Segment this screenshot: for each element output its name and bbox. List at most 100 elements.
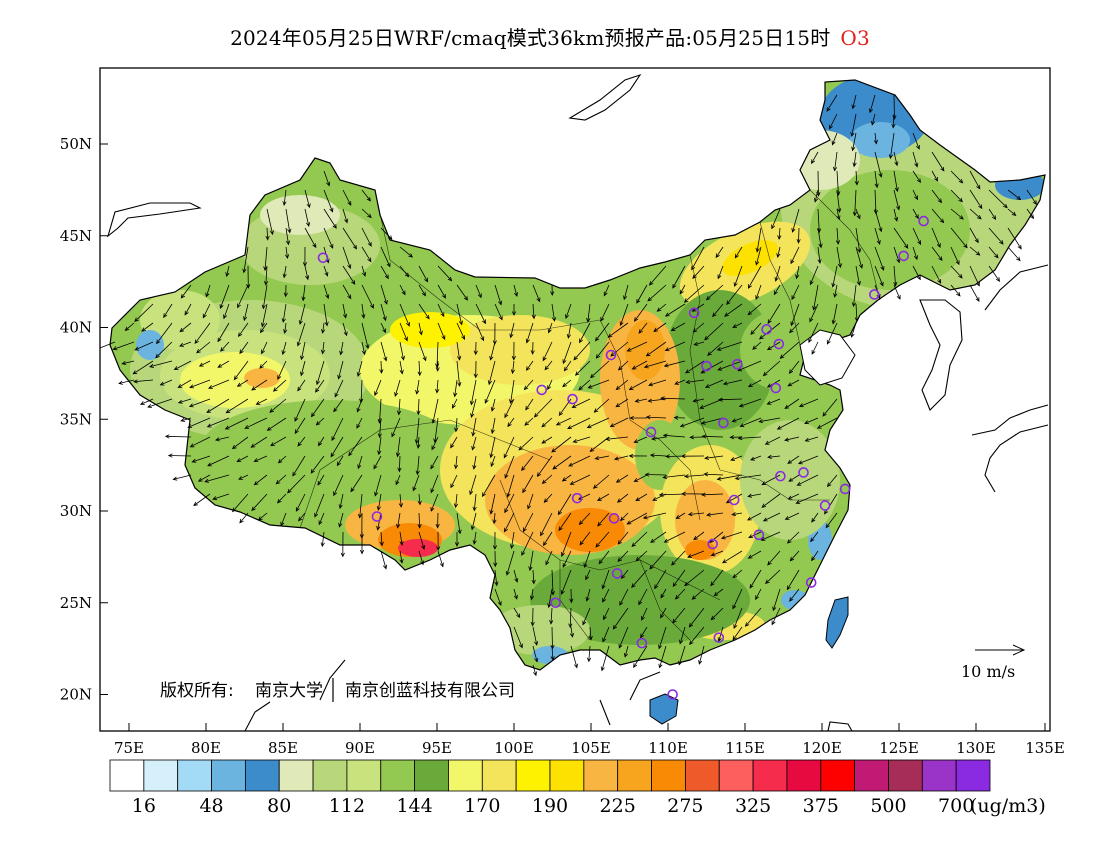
wind-arrow (912, 246, 918, 261)
wind-arrow (744, 607, 762, 627)
wind-arrow (510, 360, 515, 375)
wind-arrow (377, 417, 382, 439)
wind-arrow (531, 303, 536, 320)
wind-arrow (826, 94, 838, 112)
wind-arrow (660, 396, 686, 401)
wind-arrow (513, 588, 518, 600)
wind-arrow (302, 246, 308, 267)
wind-arrow (811, 341, 819, 355)
wind-arrow (912, 265, 921, 281)
wind-arrow (653, 322, 667, 333)
wind-arrow (931, 170, 939, 182)
wind-arrow (816, 417, 838, 429)
wind-arrow (134, 303, 154, 323)
wind-arrow (633, 436, 648, 443)
wind-arrow (318, 512, 325, 526)
wind-arrow (786, 531, 800, 544)
wind-arrow (732, 322, 743, 328)
wind-arrow (767, 550, 781, 566)
city-station-marker (701, 360, 712, 372)
wind-arrow (582, 607, 591, 626)
wind-arrow (811, 512, 819, 523)
wind-arrow (568, 455, 591, 467)
wind-arrow (437, 550, 444, 568)
wind-arrow (315, 360, 325, 386)
wind-arrow (672, 607, 686, 624)
wind-arrow (758, 417, 781, 424)
wind-arrow (287, 474, 306, 494)
wind-arrow (734, 474, 762, 481)
colorbar-swatch (684, 759, 720, 792)
colorbar-swatch (448, 759, 483, 792)
wind-arrow (239, 341, 249, 355)
wind-arrow (453, 455, 459, 470)
wind-arrow (912, 227, 921, 246)
wind-arrow (592, 474, 610, 489)
wind-arrow (654, 569, 667, 590)
wind-arrow (698, 645, 705, 665)
wind-arrow (435, 341, 440, 369)
wind-arrow (931, 189, 943, 204)
wind-arrow (435, 360, 440, 372)
city-station-marker (707, 538, 718, 550)
city-station-marker (753, 529, 765, 541)
wind-arrow (572, 436, 591, 443)
wind-arrow (620, 512, 629, 522)
wind-arrow (297, 379, 306, 392)
wind-arrow (670, 322, 686, 332)
wind-arrow (579, 531, 591, 546)
wind-arrow (874, 246, 885, 271)
wind-arrow (615, 379, 629, 391)
wind-arrow (645, 341, 667, 357)
colorbar-swatch (651, 759, 686, 792)
wind-arrow (950, 170, 964, 184)
wind-arrow (342, 322, 348, 337)
wind-reference: 10 m/s (961, 644, 1026, 681)
wind-arrow (361, 303, 366, 319)
wind-arrow (208, 379, 230, 389)
taiwan-island (825, 596, 849, 649)
wind-arrow (710, 607, 724, 621)
wind-arrow (684, 569, 705, 587)
wind-arrow (609, 417, 629, 427)
wind-arrow (703, 472, 724, 477)
wind-arrow (266, 208, 274, 236)
wind-arrow (638, 322, 648, 334)
wind-arrow (836, 208, 841, 221)
wind-arrow (317, 436, 325, 447)
wind-arrow (851, 94, 857, 110)
wind-arrow (826, 474, 838, 488)
wind-arrow (453, 379, 458, 398)
wind-arrow (300, 341, 306, 361)
wind-arrow (379, 360, 384, 374)
wind-arrow (217, 322, 230, 343)
colorbar-unit: (ug/m3) (970, 795, 1046, 817)
wind-arrow (281, 341, 287, 356)
wind-arrow (950, 284, 961, 297)
wind-arrow (310, 398, 325, 418)
wind-arrow (418, 322, 423, 336)
wind-arrow (179, 322, 192, 333)
wind-arrow (338, 512, 344, 528)
wind-arrow (648, 379, 667, 387)
wind-arrow (236, 455, 249, 463)
wind-arrow (700, 492, 724, 497)
wind-arrow (418, 303, 430, 320)
colorbar-swatch (820, 759, 856, 792)
wind-arrow (275, 474, 287, 485)
colorbar-swatch (481, 759, 517, 792)
wind-arrow (1007, 227, 1022, 250)
wind-arrow (747, 493, 762, 498)
lon-tick-label: 100E (494, 739, 534, 757)
wind-arrow (189, 379, 211, 389)
wind-arrow (692, 322, 705, 333)
wind-arrow (602, 588, 610, 603)
wind-arrow (493, 550, 498, 568)
lon-tick-label: 125E (879, 739, 919, 757)
wind-arrow (569, 588, 574, 604)
wind-arrow (380, 265, 389, 280)
wind-arrow (826, 322, 838, 345)
wind-arrow (416, 436, 421, 449)
wind-arrow (266, 417, 287, 431)
wind-arrow (541, 417, 553, 428)
